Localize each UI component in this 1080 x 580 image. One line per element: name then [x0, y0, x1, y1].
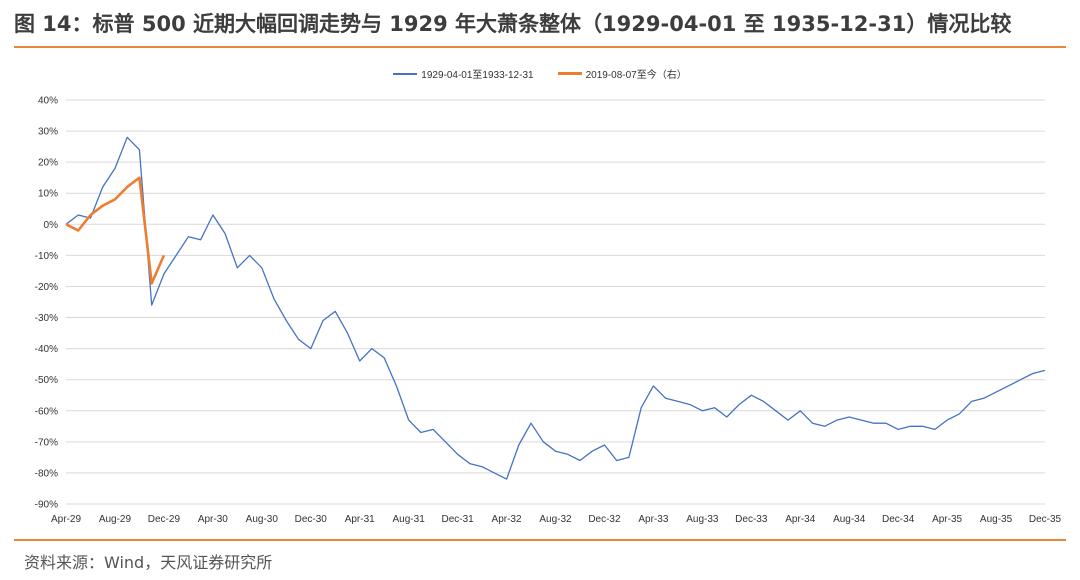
x-tick-label: Aug-33	[686, 514, 719, 525]
y-tick-label: -80%	[35, 468, 58, 479]
x-tick-label: Dec-32	[588, 514, 621, 525]
y-tick-label: 40%	[38, 96, 58, 107]
x-tick-label: Aug-35	[980, 514, 1013, 525]
footer-divider	[14, 539, 1066, 541]
legend-swatch-2019	[557, 72, 582, 75]
x-tick-label: Apr-32	[492, 514, 522, 525]
x-tick-label: Dec-31	[441, 514, 474, 525]
x-tick-label: Aug-32	[539, 514, 572, 525]
chart-title: 图 14：标普 500 近期大幅回调走势与 1929 年大萧条整体（1929-0…	[14, 12, 1012, 36]
x-tick-label: Dec-34	[882, 514, 915, 525]
legend-item-1929: 1929-04-01至1933-12-31	[393, 66, 534, 81]
y-tick-label: -60%	[35, 406, 58, 417]
legend-label-2019: 2019-08-07至今（右）	[585, 70, 687, 81]
source-note: 资料来源：Wind，天风证券研究所	[24, 553, 273, 572]
series-line-2019	[65, 176, 166, 285]
y-tick-label: 10%	[38, 189, 58, 200]
y-tick-label: -20%	[35, 282, 58, 293]
y-tick-label: -30%	[35, 313, 58, 324]
y-tick-label: -40%	[35, 344, 58, 355]
x-tick-label: Aug-31	[393, 514, 426, 525]
x-tick-label: Dec-29	[148, 514, 181, 525]
x-tick-label: Dec-35	[1029, 514, 1062, 525]
x-tick-label: Apr-35	[932, 514, 962, 525]
x-tick-label: Apr-33	[638, 514, 668, 525]
y-tick-label: -90%	[35, 500, 58, 511]
x-tick-label: Apr-30	[198, 514, 228, 525]
legend-label-1929: 1929-04-01至1933-12-31	[421, 70, 534, 81]
x-tick-label: Aug-34	[833, 514, 866, 525]
x-tick-label: Apr-29	[51, 514, 81, 525]
y-tick-label: 20%	[38, 158, 58, 169]
chart-legend: 1929-04-01至1933-12-31 2019-08-07至今（右）	[0, 66, 1080, 81]
x-tick-label: Apr-34	[785, 514, 815, 525]
x-tick-label: Apr-31	[345, 514, 375, 525]
y-tick-label: -50%	[35, 375, 58, 386]
x-tick-label: Aug-30	[246, 514, 279, 525]
legend-swatch-1929	[393, 72, 418, 75]
y-tick-label: -70%	[35, 437, 58, 448]
title-divider	[14, 46, 1066, 48]
y-tick-label: -10%	[35, 251, 58, 262]
y-tick-label: 30%	[38, 127, 58, 138]
series-line-1929	[65, 136, 1046, 480]
x-tick-label: Aug-29	[99, 514, 132, 525]
y-tick-label: 0%	[44, 220, 59, 231]
x-tick-label: Dec-33	[735, 514, 768, 525]
x-tick-label: Dec-30	[295, 514, 328, 525]
legend-item-2019: 2019-08-07至今（右）	[557, 66, 687, 81]
